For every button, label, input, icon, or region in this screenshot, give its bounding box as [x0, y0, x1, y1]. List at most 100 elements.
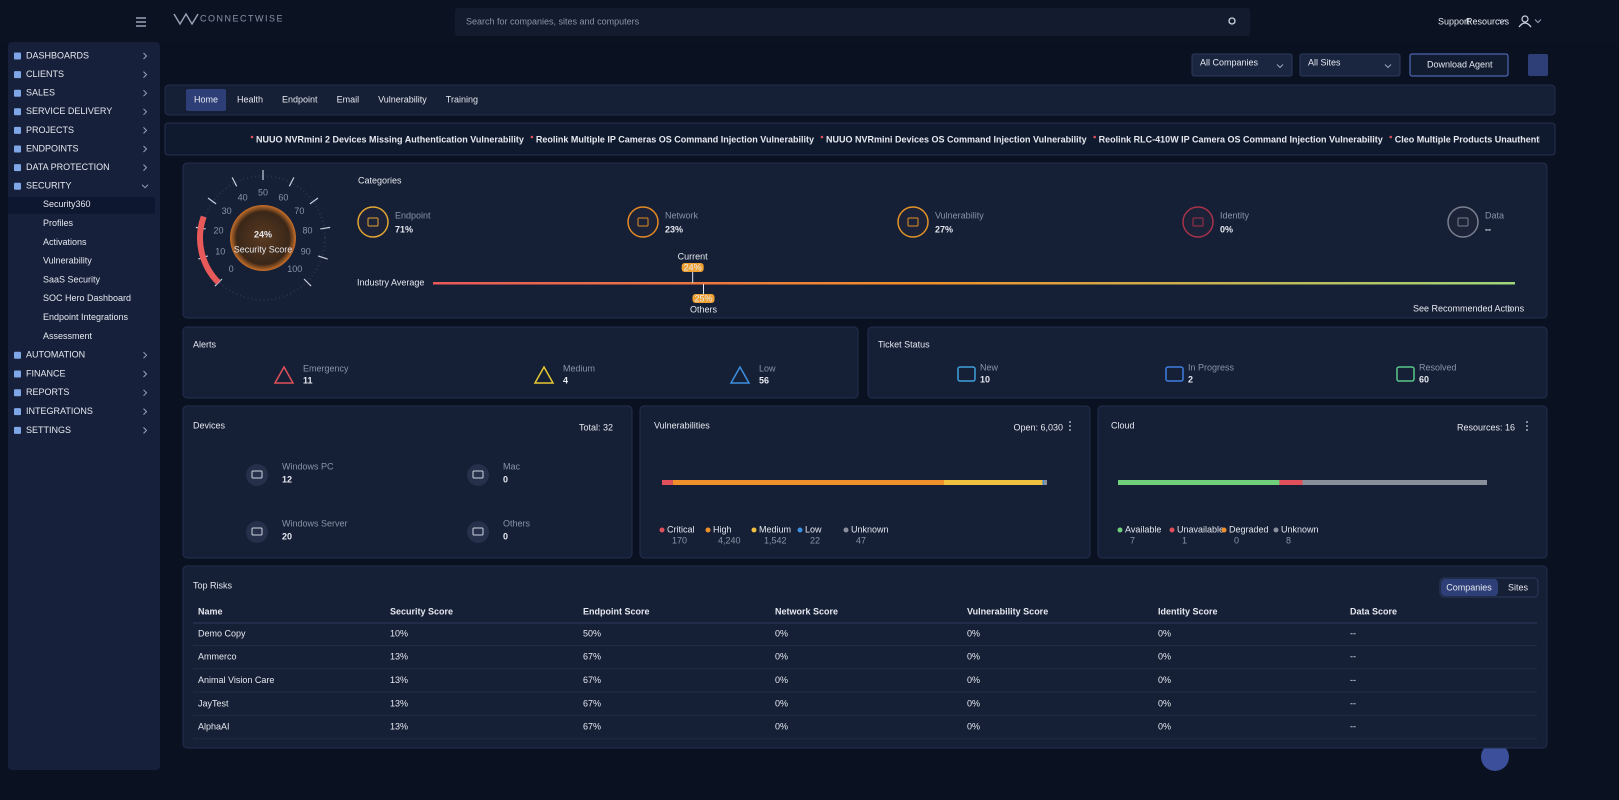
chevron: [143, 52, 148, 60]
chevron: [143, 408, 148, 415]
toggle-option[interactable]: Sites: [1508, 582, 1529, 592]
gauge-tick-label: 70: [294, 206, 304, 216]
nav-icon: [14, 89, 21, 97]
nav-item[interactable]: PROJECTS: [26, 125, 74, 135]
toggle-option[interactable]: Companies: [1446, 582, 1492, 592]
device-value: 0: [503, 531, 508, 541]
nav-subitem[interactable]: Profiles: [43, 218, 74, 228]
nav-subitem[interactable]: Vulnerability: [43, 256, 92, 266]
nav-icon: [14, 351, 21, 359]
toggle-group: [1439, 577, 1539, 598]
table-cell: 0%: [775, 722, 788, 732]
nav-subitem[interactable]: Security360: [43, 199, 91, 209]
toggle-active: [1441, 579, 1498, 596]
nav-subitem[interactable]: SaaS Security: [43, 274, 101, 284]
filter-dropdown[interactable]: [1191, 53, 1293, 77]
tab[interactable]: Health: [237, 94, 263, 104]
table-cell: 50%: [583, 628, 601, 638]
nav-icon: [14, 426, 21, 434]
tab[interactable]: Vulnerability: [378, 94, 427, 104]
ticker-item[interactable]: Reolink Multiple IP Cameras OS Command I…: [536, 134, 814, 144]
more-icon[interactable]: [1069, 429, 1071, 431]
more-icon[interactable]: [1069, 425, 1071, 427]
category-name: Vulnerability: [935, 210, 984, 220]
nav-subitem[interactable]: Endpoint Integrations: [43, 312, 129, 322]
category-glyph: [1457, 217, 1469, 227]
filter-label[interactable]: All Sites: [1308, 57, 1341, 67]
nav-subitem[interactable]: SOC Hero Dashboard: [43, 293, 131, 303]
nav-item[interactable]: AUTOMATION: [26, 350, 85, 360]
tab[interactable]: Endpoint: [282, 94, 318, 104]
category-name: Identity: [1220, 210, 1250, 220]
nav-item[interactable]: ENDPOINTS: [26, 143, 79, 153]
ticket-icon: [957, 366, 976, 382]
nav-item[interactable]: FINANCE: [26, 368, 66, 378]
industry-label: Industry Average: [357, 277, 424, 287]
recommended-link[interactable]: See Recommended Actions: [1413, 303, 1525, 313]
category-icon: [1447, 206, 1479, 238]
filter-label[interactable]: All Companies: [1200, 57, 1259, 67]
category-glyph: [907, 217, 919, 227]
nav-icon: [14, 389, 21, 397]
legend-dot: [659, 527, 665, 533]
alert-name: Medium: [563, 363, 595, 373]
nav-active: [8, 196, 155, 214]
ticker-item[interactable]: Cleo Multiple Products Unauthenticated F…: [1395, 134, 1576, 144]
table-cell: 0%: [775, 698, 788, 708]
gauge-tick: [309, 197, 319, 205]
nav-item[interactable]: SALES: [26, 88, 55, 98]
ticket-name: Resolved: [1419, 362, 1457, 372]
nav-item[interactable]: DASHBOARDS: [26, 50, 89, 60]
top-link[interactable]: Support: [1438, 16, 1470, 26]
more-icon[interactable]: [1526, 421, 1528, 423]
ticker-item[interactable]: NUUO NVRmini 2 Devices Missing Authentic…: [256, 134, 524, 144]
nav-item[interactable]: REPORTS: [26, 387, 69, 397]
more-icon[interactable]: [1526, 425, 1528, 427]
nav-item[interactable]: SETTINGS: [26, 425, 71, 435]
categories-panel: [182, 162, 1548, 319]
settings-button[interactable]: [1528, 54, 1548, 76]
column-header: Identity Score: [1158, 606, 1218, 616]
download-label[interactable]: Download Agent: [1427, 59, 1493, 69]
more-icon[interactable]: [1069, 421, 1071, 423]
chat-button[interactable]: [1481, 743, 1509, 771]
table-cell: 67%: [583, 652, 601, 662]
current-pill: [681, 263, 704, 272]
more-icon[interactable]: [1526, 429, 1528, 431]
nav-icon: [14, 182, 21, 190]
nav-item[interactable]: INTEGRATIONS: [26, 406, 93, 416]
nav-item[interactable]: DATA PROTECTION: [26, 162, 110, 172]
legend-name: Critical: [667, 524, 695, 534]
nav-subitem[interactable]: Assessment: [43, 331, 93, 341]
search-icon[interactable]: [1228, 17, 1236, 25]
search-placeholder[interactable]: Search for companies, sites and computer…: [466, 16, 640, 26]
alerts-title: Alerts: [193, 339, 217, 349]
table-cell: 0%: [1158, 628, 1171, 638]
user-icon[interactable]: [1521, 15, 1529, 23]
ticker-item[interactable]: NUUO NVRmini Devices OS Command Injectio…: [826, 134, 1087, 144]
ticker-item[interactable]: Reolink RLC-410W IP Camera OS Command In…: [1099, 134, 1383, 144]
chevron: [143, 370, 148, 378]
nav-item[interactable]: SERVICE DELIVERY: [26, 106, 112, 116]
category-icon: [897, 206, 929, 238]
nav-subitem[interactable]: Activations: [43, 237, 87, 247]
filter-dropdown[interactable]: [1299, 53, 1401, 77]
vulnerabilities-open: Open: 6,030: [1013, 422, 1063, 432]
legend-value: 4,240: [718, 535, 741, 545]
top-link[interactable]: Resources: [1466, 16, 1510, 26]
tab[interactable]: Home: [194, 94, 218, 104]
search-box[interactable]: [455, 8, 1250, 36]
chevron: [143, 108, 148, 116]
chevron: [143, 389, 148, 397]
tab[interactable]: Email: [337, 94, 360, 104]
others-value: 25%: [694, 293, 712, 303]
nav-item[interactable]: SECURITY: [26, 181, 72, 191]
tab[interactable]: Training: [446, 94, 478, 104]
menu-toggle[interactable]: [136, 17, 146, 27]
legend-dot: [1273, 527, 1279, 533]
gauge-arc: [197, 215, 221, 285]
nav-item[interactable]: CLIENTS: [26, 69, 64, 79]
download-button[interactable]: [1409, 53, 1509, 77]
alert-value: 4: [563, 375, 568, 385]
device-glyph: [472, 527, 484, 536]
